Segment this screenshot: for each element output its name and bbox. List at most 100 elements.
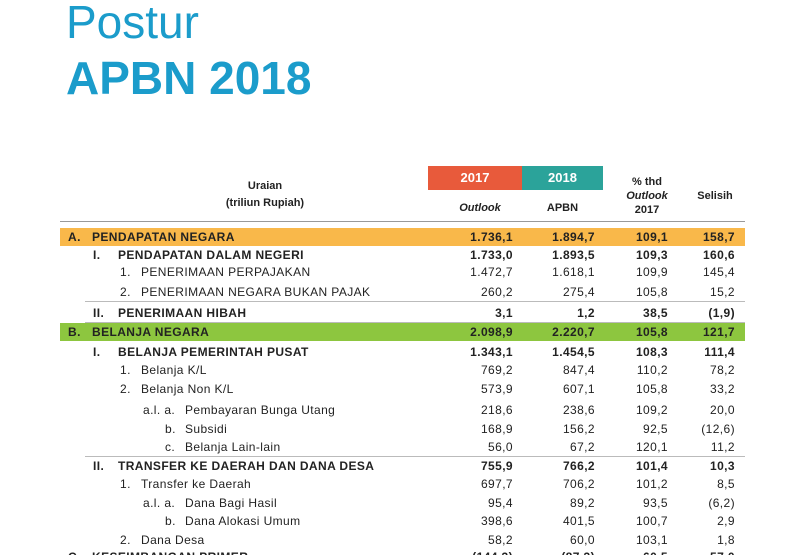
row-label: PENERIMAAN HIBAH xyxy=(118,306,247,320)
row-value: 108,3 xyxy=(635,345,668,359)
row-label: Dana Alokasi Umum xyxy=(185,514,301,528)
row-value: 1.618,1 xyxy=(552,265,595,279)
row-value: 93,5 xyxy=(643,496,668,510)
row-value: 401,5 xyxy=(562,514,595,528)
row-value: 156,2 xyxy=(562,422,595,436)
row-value: 1.454,5 xyxy=(552,345,595,359)
row-value: 706,2 xyxy=(562,477,595,491)
row-value: 398,6 xyxy=(480,514,513,528)
row-marker: 1. xyxy=(120,265,131,279)
row-value: 1,2 xyxy=(577,306,595,320)
row-value: 160,6 xyxy=(702,248,735,262)
row-value: 769,2 xyxy=(480,363,513,377)
col-pct3: 2017 xyxy=(634,204,660,216)
row-value: 121,7 xyxy=(702,325,735,339)
row-value: 120,1 xyxy=(635,440,668,454)
row-band xyxy=(60,228,745,246)
row-value: 3,1 xyxy=(495,306,513,320)
row-marker: c. xyxy=(165,440,176,454)
row-value: 57,0 xyxy=(655,549,735,555)
row-label: Belanja K/L xyxy=(141,363,207,377)
row-marker: I. xyxy=(93,248,101,262)
row-value: 607,1 xyxy=(562,382,595,396)
row-value: 145,4 xyxy=(702,265,735,279)
row-value: 95,4 xyxy=(488,496,513,510)
col-unit: (triliun Rupiah) xyxy=(225,197,305,209)
row-value: 105,8 xyxy=(635,285,668,299)
row-value: 1.894,7 xyxy=(552,230,595,244)
row-value: (6,2) xyxy=(708,496,735,510)
row-value: 1.343,1 xyxy=(470,345,513,359)
row-label: BELANJA NEGARA xyxy=(92,325,210,339)
row-value: 755,9 xyxy=(480,459,513,473)
header-rule xyxy=(60,221,745,222)
row-marker: 2. xyxy=(120,533,131,547)
row-value: 1.893,5 xyxy=(552,248,595,262)
row-value: 38,5 xyxy=(643,306,668,320)
row-marker: b. xyxy=(165,514,176,528)
row-marker: B. xyxy=(68,325,81,339)
row-value: 2.098,9 xyxy=(470,325,513,339)
row-band xyxy=(60,323,745,341)
row-value: 109,2 xyxy=(635,403,668,417)
row-marker: II. xyxy=(93,459,105,473)
row-value: 100,7 xyxy=(635,514,668,528)
row-value: 101,4 xyxy=(635,459,668,473)
row-value: 766,2 xyxy=(562,459,595,473)
row-value: 67,2 xyxy=(570,440,595,454)
row-label: Dana Bagi Hasil xyxy=(185,496,278,510)
row-marker: 2. xyxy=(120,285,131,299)
row-rule xyxy=(85,322,745,323)
row-value: 109,9 xyxy=(635,265,668,279)
row-value: 89,2 xyxy=(570,496,595,510)
row-value: 238,6 xyxy=(562,403,595,417)
row-value: 103,1 xyxy=(635,533,668,547)
row-marker: A. xyxy=(68,230,81,244)
row-marker: b. xyxy=(165,422,176,436)
row-label: Subsidi xyxy=(185,422,228,436)
row-marker: a.l. a. xyxy=(143,496,176,510)
row-value: 218,6 xyxy=(480,403,513,417)
row-value: 1.736,1 xyxy=(470,230,513,244)
col-pct2: Outlook xyxy=(626,190,668,202)
row-value: 847,4 xyxy=(562,363,595,377)
row-value: 20,0 xyxy=(710,403,735,417)
col-sub1: Outlook xyxy=(459,202,501,214)
row-rule xyxy=(85,456,745,457)
row-marker: II. xyxy=(93,306,105,320)
row-rule xyxy=(85,301,745,302)
row-value: (12,6) xyxy=(701,422,735,436)
row-label: PENDAPATAN DALAM NEGERI xyxy=(118,248,304,262)
row-value: 105,8 xyxy=(635,325,668,339)
row-value: (144,3) xyxy=(433,549,513,555)
row-label: Dana Desa xyxy=(141,533,205,547)
col-pct1: % thd xyxy=(632,176,662,188)
row-value: 15,2 xyxy=(710,285,735,299)
row-value: 109,1 xyxy=(635,230,668,244)
subtitle: APBN 2018 xyxy=(66,52,312,104)
row-marker: 1. xyxy=(120,363,131,377)
row-value: 697,7 xyxy=(480,477,513,491)
col-diff: Selisih xyxy=(697,190,733,202)
row-value: 60,5 xyxy=(588,549,668,555)
row-label: Transfer ke Daerah xyxy=(141,477,252,491)
row-value: 101,2 xyxy=(635,477,668,491)
row-value: 1.733,0 xyxy=(470,248,513,262)
row-value: 58,2 xyxy=(488,533,513,547)
row-value: 1.472,7 xyxy=(470,265,513,279)
row-value: 60,0 xyxy=(570,533,595,547)
row-marker: C. xyxy=(68,549,81,555)
row-label: PENERIMAAN PERPAJAKAN xyxy=(141,265,311,279)
row-value: 111,4 xyxy=(704,345,735,359)
row-value: 78,2 xyxy=(710,363,735,377)
row-value: 260,2 xyxy=(480,285,513,299)
row-label: BELANJA PEMERINTAH PUSAT xyxy=(118,345,309,359)
row-label: Pembayaran Bunga Utang xyxy=(185,403,336,417)
row-value: 168,9 xyxy=(480,422,513,436)
row-value: (87,3) xyxy=(515,549,595,555)
col-year1: 2017 xyxy=(460,170,490,185)
row-value: 110,2 xyxy=(636,363,668,377)
row-marker: 2. xyxy=(120,382,131,396)
row-value: 56,0 xyxy=(488,440,513,454)
